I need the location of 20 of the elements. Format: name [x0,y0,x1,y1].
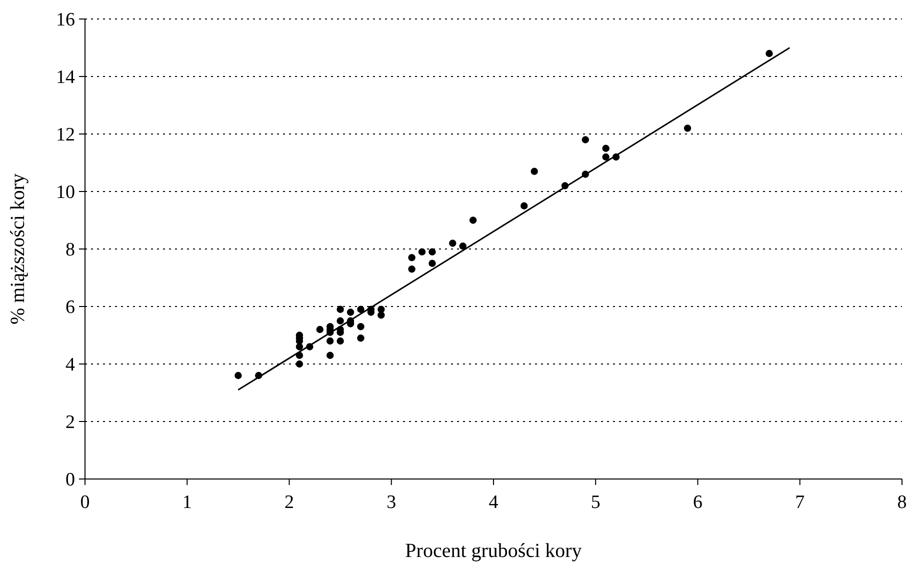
x-tick-label: 7 [795,492,805,513]
x-tick-label: 0 [80,492,90,513]
y-tick-label: 8 [66,240,75,261]
x-tick-label: 4 [488,492,499,513]
x-axis-title: Procent grubości kory [405,540,582,562]
y-tick-label: 6 [66,297,75,318]
x-tick-label: 6 [693,492,702,513]
y-tick-label: 14 [56,67,76,88]
y-tick-label: 0 [66,470,75,491]
x-tick-label: 5 [590,492,600,513]
y-tick-label: 10 [56,182,75,204]
y-tick-label: 4 [66,354,76,376]
x-tick-label: 2 [284,492,294,513]
x-tick-label: 3 [386,492,396,513]
y-tick-label: 16 [56,10,75,31]
y-tick-label: 2 [66,412,75,434]
x-tick-label: 8 [897,492,907,513]
y-tick-label: 12 [56,124,75,146]
x-tick-label: 1 [182,492,192,513]
y-axis-title: % miąższości kory [7,173,29,325]
